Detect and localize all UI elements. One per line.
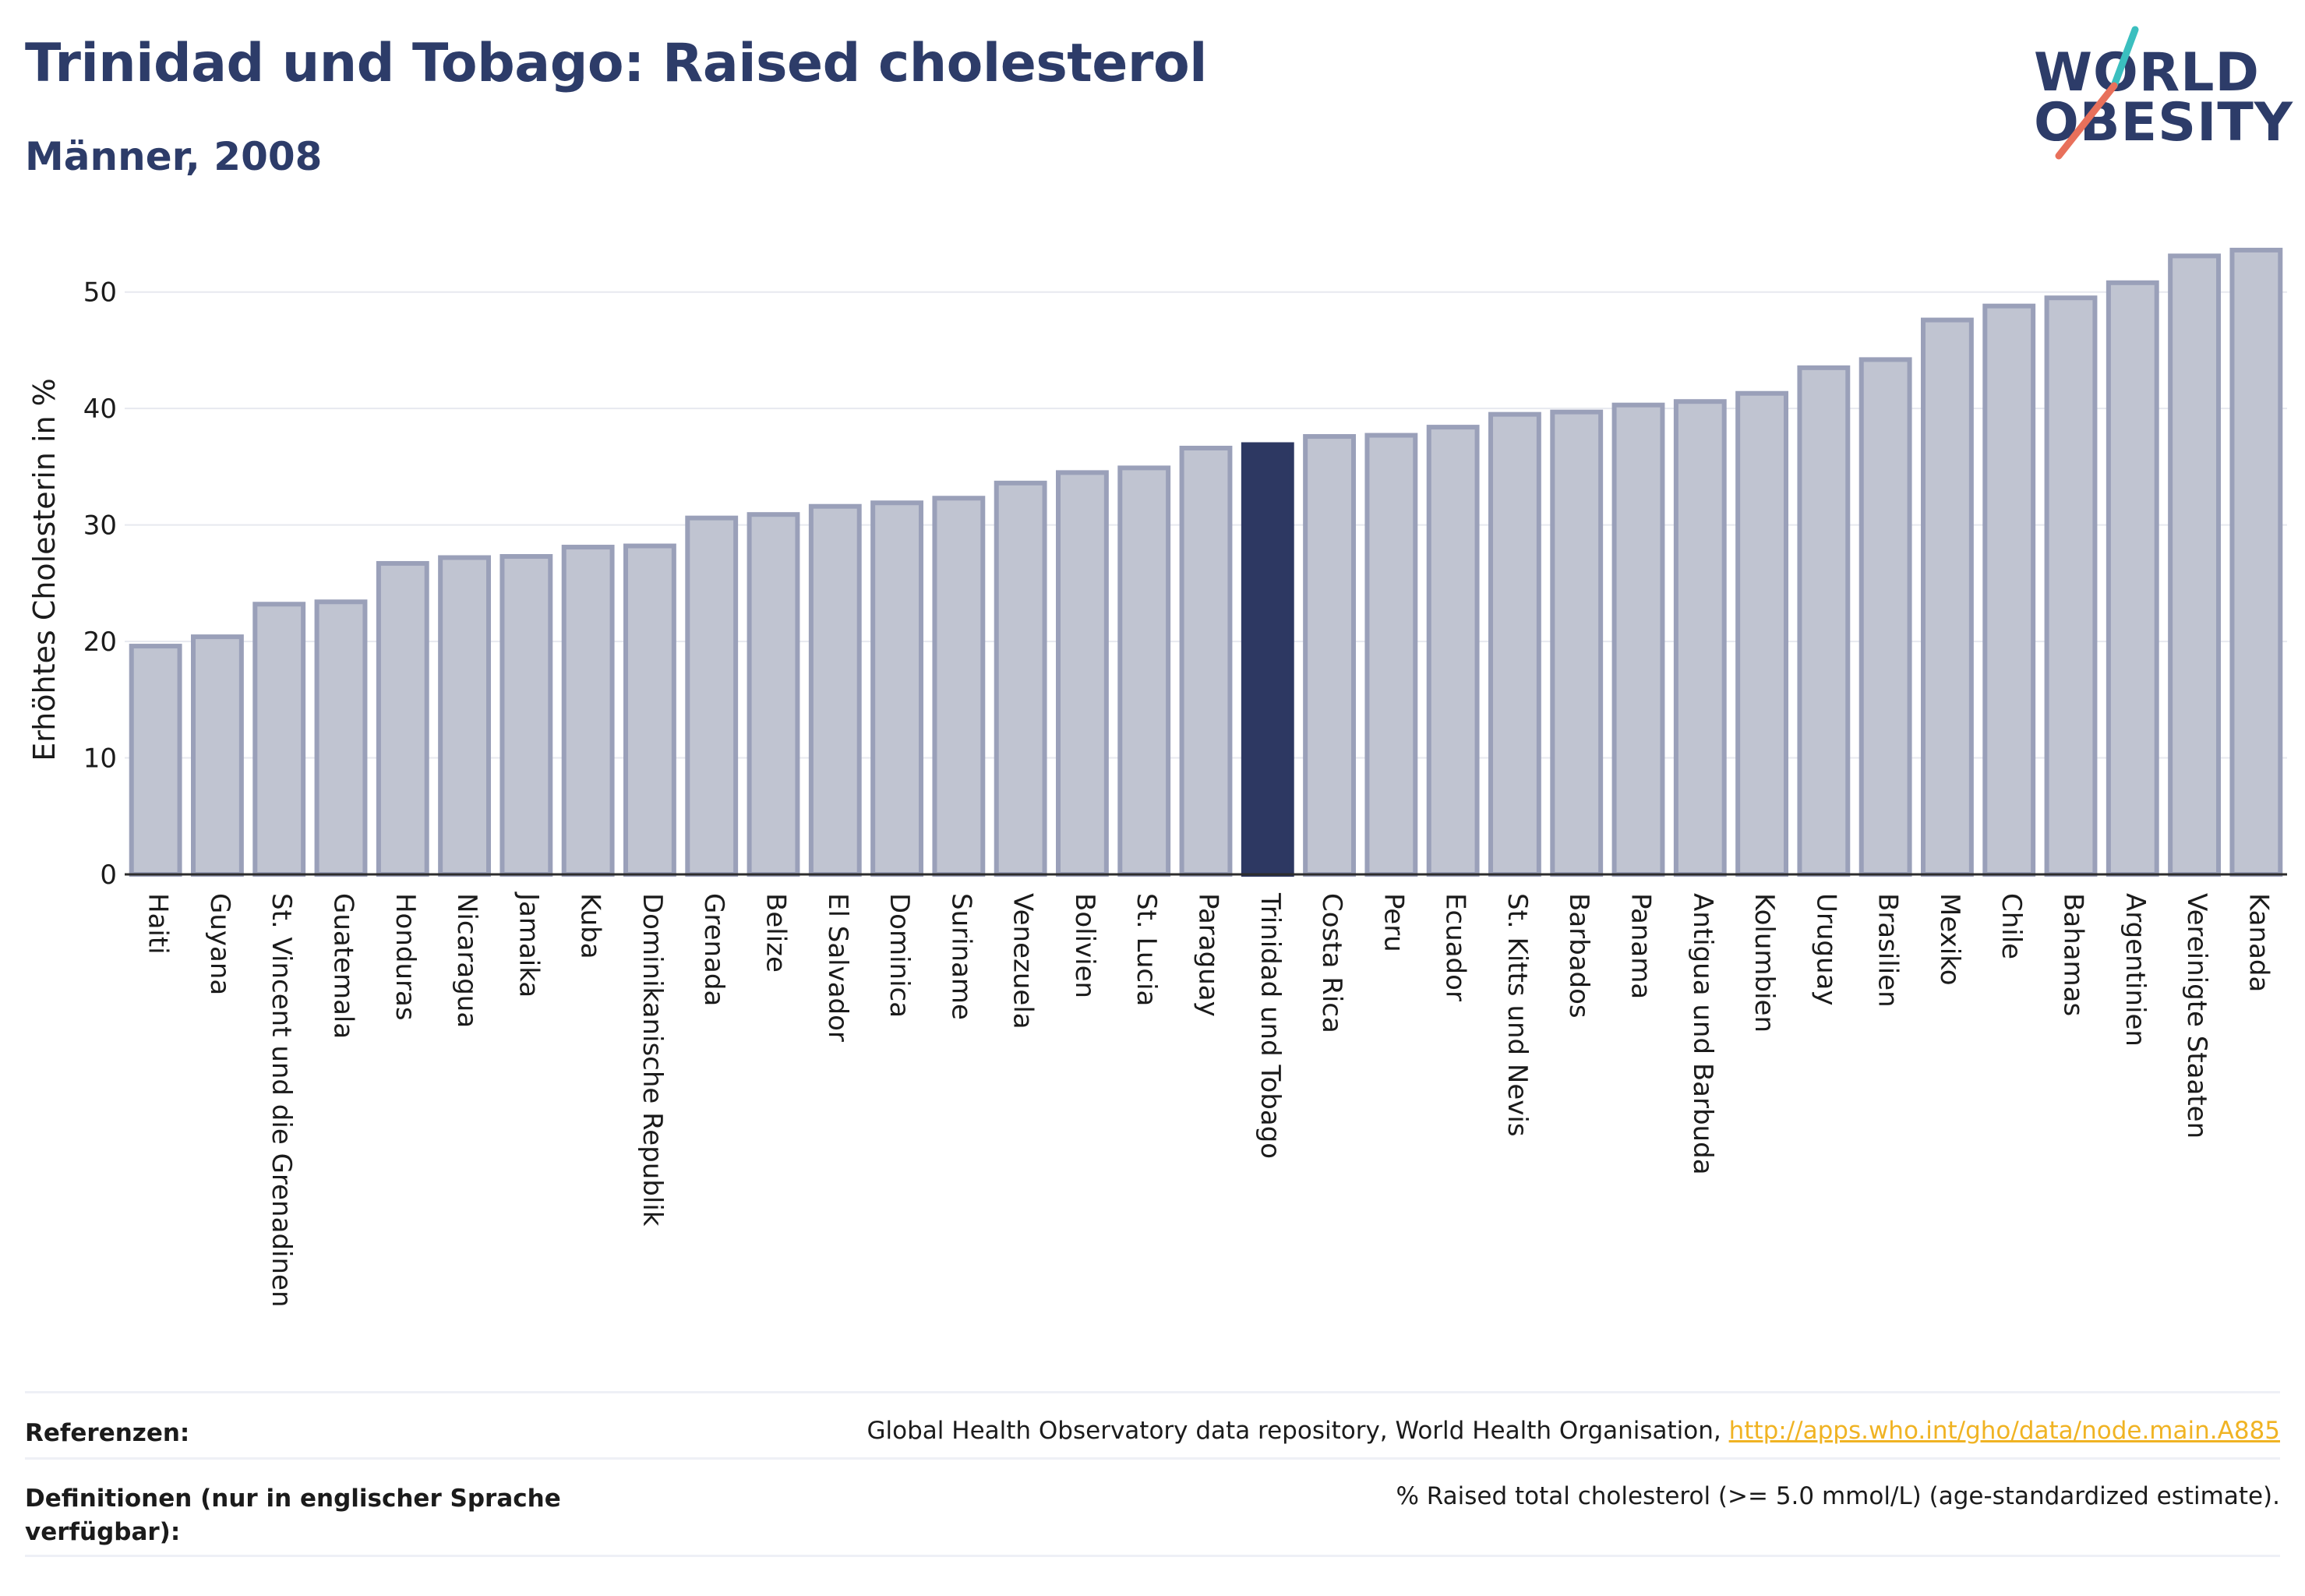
- x-category-label: St. Vincent und die Grenadinen: [266, 893, 297, 1308]
- y-tick-label: 0: [100, 860, 117, 891]
- bar: [1797, 365, 1851, 877]
- logo-line-2: OBESITY: [2034, 92, 2293, 154]
- bar: [747, 512, 800, 877]
- y-tick-label: 10: [83, 743, 117, 775]
- x-category-label: Bahamas: [2058, 893, 2089, 1016]
- bar: [1426, 425, 1480, 877]
- references-link[interactable]: http://apps.who.int/gho/data/node.main.A…: [1728, 1417, 2280, 1445]
- y-tick-label: 30: [83, 510, 117, 542]
- bar: [561, 545, 615, 877]
- footer-definitions-row: Definitionen (nur in englischer Sprache …: [25, 1482, 2280, 1550]
- bar: [438, 555, 491, 877]
- bar: [1056, 470, 1109, 877]
- bar: [1673, 399, 1727, 877]
- x-category-label: Belize: [761, 893, 792, 973]
- x-category-label: Nicaragua: [451, 893, 482, 1028]
- bar: [1179, 445, 1233, 877]
- bar: [1982, 303, 2036, 877]
- bar: [1611, 402, 1665, 877]
- bar: [314, 599, 368, 877]
- bar: [2229, 247, 2283, 877]
- x-category-label: Haiti: [143, 893, 174, 955]
- x-category-label: Panama: [1626, 893, 1657, 999]
- x-category-label: St. Kitts und Nevis: [1502, 893, 1533, 1137]
- bar: [994, 480, 1047, 877]
- x-category-label: Trinidad und Tobago: [1255, 892, 1286, 1159]
- bar: [623, 543, 676, 877]
- references-value: Global Health Observatory data repositor…: [867, 1417, 2280, 1450]
- x-category-label: Costa Rica: [1316, 893, 1347, 1033]
- logo-line-1: WORLD: [2034, 42, 2260, 104]
- bar-highlighted: [1241, 442, 1294, 877]
- x-category-label: Uruguay: [1810, 893, 1841, 1006]
- bar: [2106, 280, 2159, 877]
- y-tick-labels: 0 10 20 30 40 50: [83, 277, 117, 891]
- x-category-label: Peru: [1378, 893, 1409, 952]
- bar: [808, 503, 862, 877]
- x-category-label: Kanada: [2243, 893, 2274, 992]
- x-category-label: Suriname: [945, 893, 976, 1020]
- y-tick-label: 20: [83, 627, 117, 658]
- footer-divider-middle: [25, 1457, 2280, 1460]
- footer-divider-top: [25, 1391, 2280, 1393]
- bars: [129, 247, 2283, 877]
- bar: [1735, 390, 1788, 877]
- bar: [252, 602, 306, 877]
- footer-references-row: Referenzen: Global Health Observatory da…: [25, 1417, 2280, 1450]
- y-tick-label: 40: [83, 394, 117, 425]
- x-category-label: Argentinien: [2120, 893, 2151, 1047]
- x-category-label: El Salvador: [822, 893, 853, 1042]
- bar: [1921, 317, 1974, 877]
- bar: [1117, 465, 1171, 877]
- x-category-label: Guyana: [204, 893, 235, 995]
- x-category-label: Chile: [1996, 893, 2027, 959]
- bar: [2044, 295, 2098, 877]
- x-category-labels: Haiti Guyana St. Vincent und die Grenadine…: [143, 892, 2275, 1308]
- x-category-label: Ecuador: [1440, 893, 1471, 1001]
- page-subtitle: Männer, 2008: [25, 134, 323, 179]
- definitions-label: Definitionen (nur in englischer Sprache …: [25, 1485, 561, 1547]
- footer-divider-bottom: [25, 1555, 2280, 1557]
- bar: [870, 500, 923, 877]
- y-tick-label: 50: [83, 277, 117, 309]
- x-category-label: Barbados: [1563, 893, 1594, 1019]
- x-category-label: Dominica: [884, 893, 915, 1018]
- bar: [1303, 434, 1356, 877]
- references-text: Global Health Observatory data repositor…: [867, 1417, 1729, 1445]
- bar: [499, 553, 553, 877]
- x-category-label: Honduras: [390, 893, 421, 1021]
- bar: [1858, 357, 1912, 877]
- x-category-label: St. Lucia: [1131, 893, 1162, 1006]
- definitions-value: % Raised total cholesterol (>= 5.0 mmol/…: [1396, 1482, 2280, 1510]
- y-axis-label: Erhöhtes Cholesterin in %: [27, 378, 62, 761]
- x-category-label: Kolumbien: [1749, 893, 1780, 1033]
- bar: [376, 560, 429, 877]
- world-obesity-logo: WORLD OBESITY: [2034, 23, 2293, 164]
- x-category-label: Kuba: [575, 893, 606, 959]
- bar: [2168, 253, 2221, 877]
- bar: [129, 644, 182, 877]
- x-category-label: Guatemala: [328, 893, 359, 1039]
- x-category-label: Grenada: [698, 893, 729, 1006]
- bar: [191, 634, 244, 877]
- x-category-label: Bolivien: [1069, 893, 1100, 998]
- logo-slash-icon: [2055, 26, 2139, 160]
- x-category-label: Paraguay: [1193, 893, 1224, 1017]
- bar-chart: 0 10 20 30 40 50 Haiti Guyana St. Vincent und d…: [27, 247, 2287, 1308]
- x-category-label: Venezuela: [1008, 893, 1039, 1029]
- bar: [932, 496, 986, 877]
- x-category-label: Jamaika: [513, 892, 544, 998]
- page-title: Trinidad und Tobago: Raised cholesterol: [25, 33, 1207, 94]
- references-label: Referenzen:: [25, 1419, 190, 1447]
- x-category-label: Vereinigte Staaten: [2181, 893, 2212, 1139]
- bar: [1364, 433, 1418, 877]
- x-category-label: Dominikanische Republik: [637, 893, 668, 1227]
- x-category-label: Brasilien: [1873, 893, 1904, 1008]
- x-category-label: Mexiko: [1934, 893, 1965, 986]
- x-category-label: Antigua und Barbuda: [1687, 893, 1718, 1175]
- bar: [1488, 411, 1541, 877]
- bar: [1550, 409, 1604, 877]
- bar: [685, 515, 739, 877]
